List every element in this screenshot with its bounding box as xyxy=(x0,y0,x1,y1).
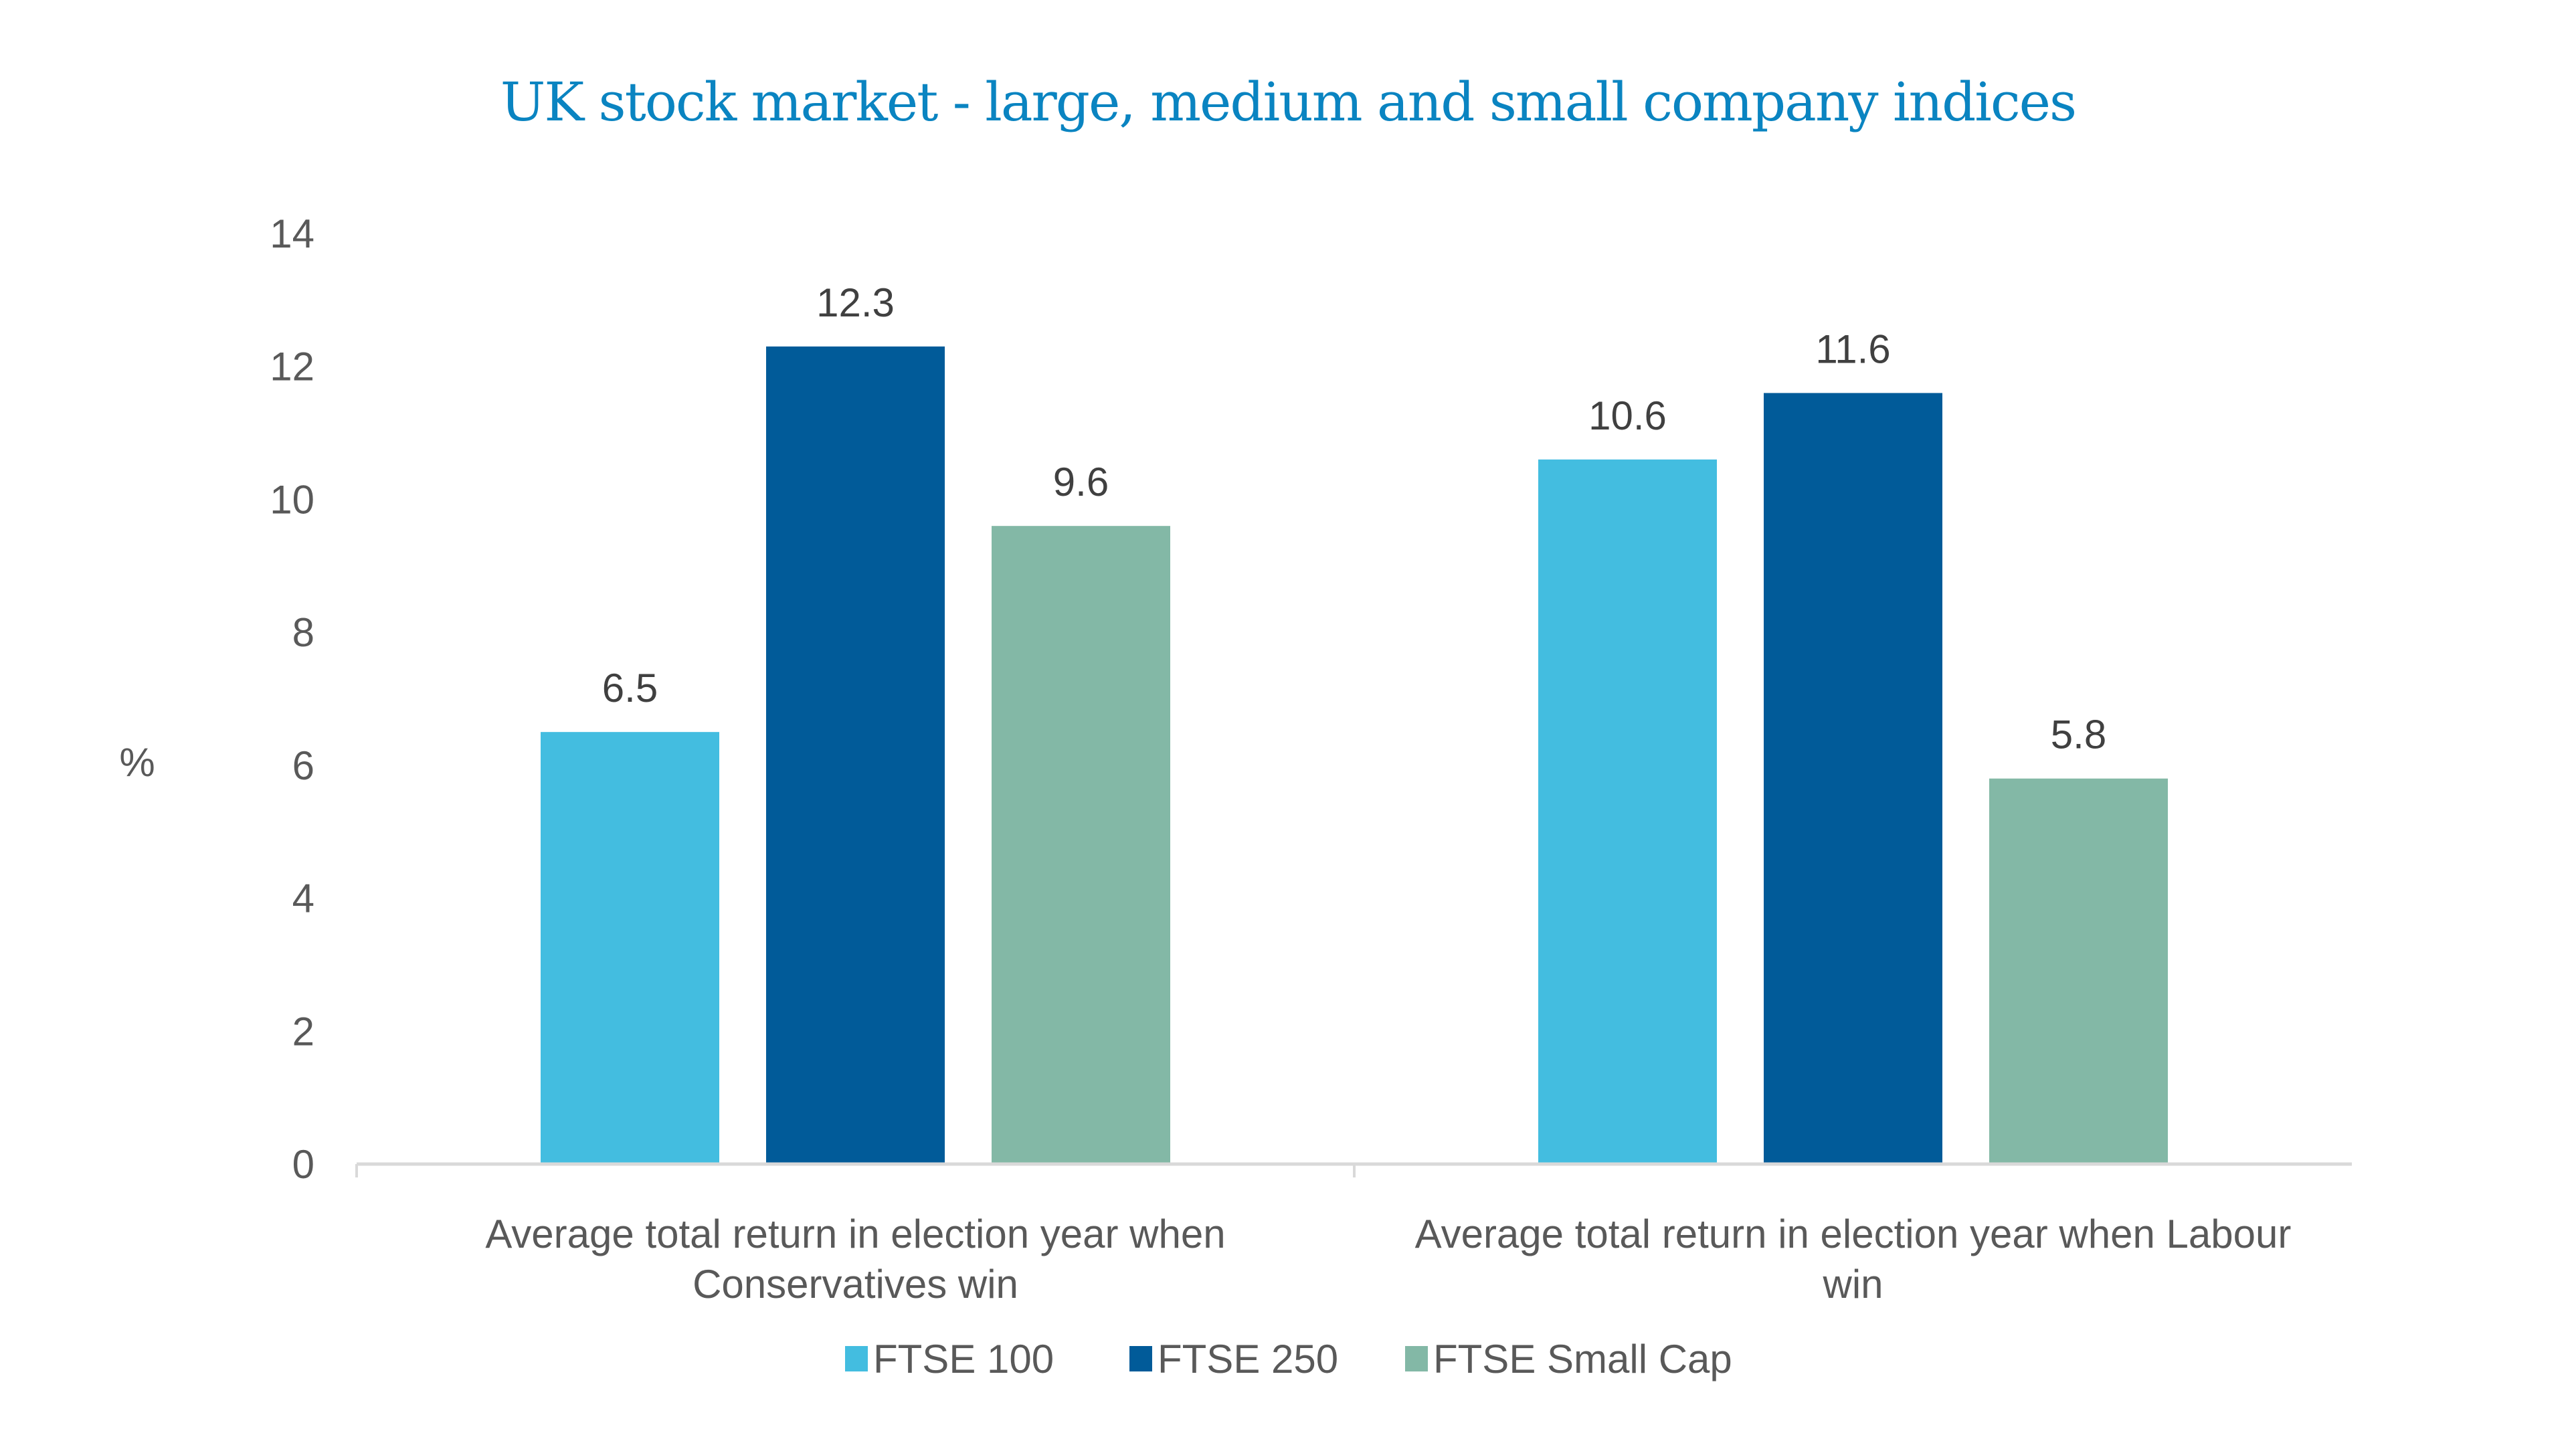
category-label: Average total return in election year wh… xyxy=(485,1212,1225,1256)
data-labels: 6.5 10.6 12.3 11.6 9.6 5.8 xyxy=(602,280,2106,757)
legend: FTSE 100 FTSE 250 FTSE Small Cap xyxy=(845,1337,1732,1381)
y-axis-ticks: 0 2 4 6 8 10 12 14 xyxy=(270,211,314,1187)
bar-ftse-250-0 xyxy=(766,346,945,1164)
bars xyxy=(541,346,2168,1165)
data-label: 10.6 xyxy=(1588,393,1667,438)
bar-ftse-250-1 xyxy=(1764,393,1942,1164)
y-tick-label: 4 xyxy=(292,876,314,921)
y-axis-label: % xyxy=(119,740,155,785)
bar-ftse-small-cap-0 xyxy=(992,526,1170,1164)
legend-swatch xyxy=(845,1346,868,1371)
bar-ftse-100-1 xyxy=(1538,459,1717,1165)
category-label: Conservatives win xyxy=(693,1262,1018,1307)
y-tick-label: 0 xyxy=(292,1142,314,1187)
legend-label: FTSE Small Cap xyxy=(1433,1337,1732,1381)
bar-ftse-100-0 xyxy=(541,732,719,1164)
data-label: 11.6 xyxy=(1815,326,1890,371)
y-tick-label: 6 xyxy=(292,743,314,788)
legend-label: FTSE 100 xyxy=(873,1337,1054,1381)
data-label: 6.5 xyxy=(602,666,658,710)
legend-swatch xyxy=(1405,1346,1428,1371)
category-label: win xyxy=(1822,1262,1883,1307)
data-label: 9.6 xyxy=(1053,460,1109,504)
y-tick-label: 12 xyxy=(270,345,314,389)
y-tick-label: 2 xyxy=(292,1009,314,1054)
data-label: 5.8 xyxy=(2051,712,2106,757)
y-tick-label: 14 xyxy=(270,211,314,256)
category-labels: Average total return in election year wh… xyxy=(485,1212,2291,1307)
data-label: 12.3 xyxy=(816,280,895,325)
legend-label: FTSE 250 xyxy=(1158,1337,1338,1381)
x-axis xyxy=(355,1162,2352,1177)
y-tick-label: 10 xyxy=(270,477,314,522)
bar-ftse-small-cap-1 xyxy=(1989,778,2168,1164)
category-label: Average total return in election year wh… xyxy=(1415,1212,2292,1256)
chart-title: UK stock market - large, medium and smal… xyxy=(500,71,2076,133)
legend-swatch xyxy=(1129,1346,1152,1371)
y-tick-label: 8 xyxy=(292,610,314,655)
